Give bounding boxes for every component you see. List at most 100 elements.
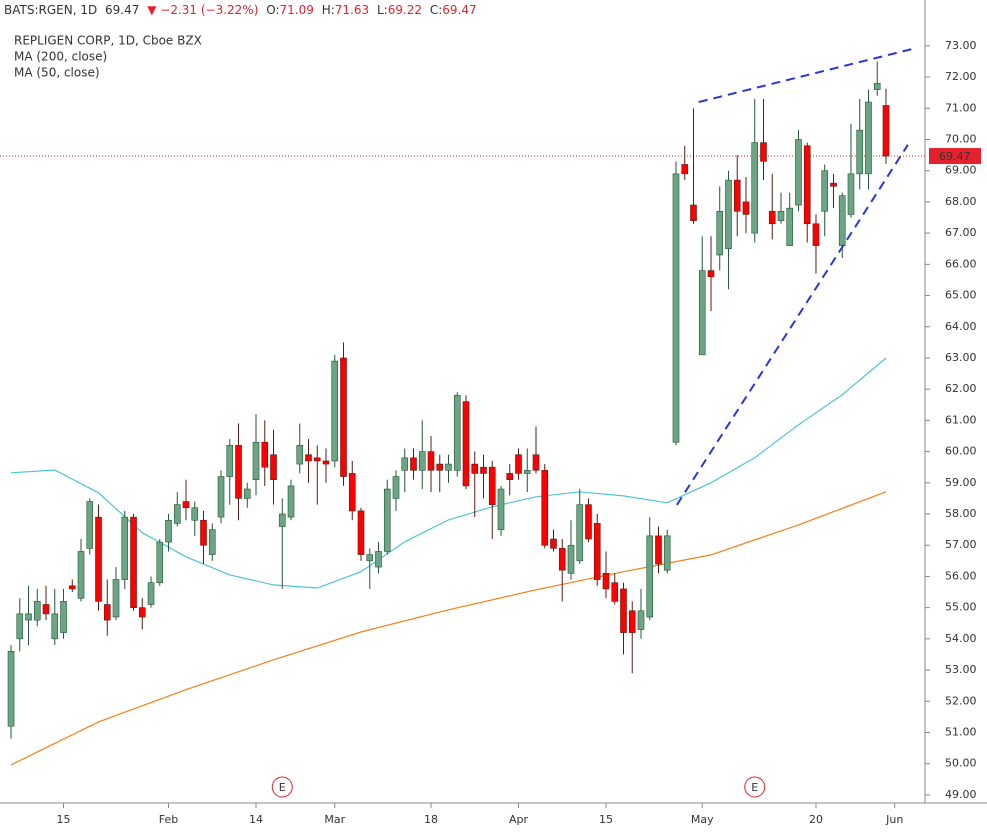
candle-body — [585, 504, 592, 540]
y-tick-label: 51.00 — [945, 725, 977, 738]
ohlc-value: 69.47 — [442, 3, 476, 17]
ohlc-label: L: — [377, 3, 388, 17]
candle-body — [882, 105, 890, 157]
y-tick-label: 66.00 — [945, 257, 977, 270]
candle-body — [646, 535, 654, 618]
candle-body — [497, 488, 505, 530]
candle-body — [348, 473, 356, 512]
x-tick-label: 18 — [424, 813, 438, 826]
y-tick-label: 70.00 — [945, 133, 977, 146]
last-price-box — [929, 148, 981, 165]
event-label: E — [279, 781, 286, 794]
candle-body — [716, 210, 724, 256]
last: 69.47 — [105, 3, 139, 17]
candle-body — [357, 510, 365, 555]
y-tick-label: 53.00 — [945, 663, 977, 676]
y-tick-label: 56.00 — [945, 569, 977, 582]
candle-body — [725, 179, 732, 250]
candle-body — [252, 441, 260, 480]
ohlc-label: H: — [322, 3, 335, 17]
candle-body — [86, 501, 94, 549]
candle-body — [401, 457, 409, 471]
candle-body — [16, 613, 24, 640]
candle-body — [243, 488, 251, 499]
ohlc-label: C: — [430, 3, 442, 17]
candle-body — [803, 145, 811, 225]
candle-body — [95, 516, 102, 602]
candle-body — [593, 523, 601, 580]
candle-body — [261, 441, 269, 468]
legend-entry: MA (50, close) — [14, 66, 100, 80]
candle-body — [305, 454, 312, 462]
candle-body — [7, 651, 15, 727]
candle-body — [506, 473, 514, 480]
candle-body — [655, 535, 662, 565]
y-tick-label: 57.00 — [945, 538, 977, 551]
x-tick-label: Mar — [324, 813, 345, 826]
event-marker — [744, 776, 766, 798]
candle-body — [165, 519, 172, 543]
y-tick-label: 72.00 — [945, 70, 977, 83]
candle-body — [812, 223, 820, 246]
candle-body — [410, 457, 417, 471]
symbol: BATS:RGEN, 1D — [4, 3, 97, 17]
candle-body — [208, 529, 216, 555]
x-tick-label: 15 — [599, 813, 613, 826]
candle-body — [436, 463, 444, 471]
ma-line — [10, 357, 887, 589]
candle-body — [226, 445, 234, 477]
candle-body — [865, 101, 872, 175]
candle-body — [471, 463, 479, 474]
candle-body — [322, 460, 330, 465]
event-marker — [271, 776, 293, 798]
candle-body — [480, 466, 487, 474]
x-tick-label: 20 — [809, 813, 823, 826]
candle-body — [576, 504, 584, 562]
candle-body — [147, 582, 155, 605]
candle-body — [742, 201, 750, 215]
candle-body — [418, 451, 426, 471]
candle-body — [138, 607, 146, 618]
ohlc-value: 69.22 — [388, 3, 422, 17]
x-tick-label: Apr — [509, 813, 529, 826]
candle-body — [200, 519, 207, 546]
candle-body — [681, 164, 689, 175]
candle-body — [550, 538, 557, 549]
candle-body — [515, 454, 522, 474]
candle-body — [523, 470, 531, 474]
candle-body — [532, 454, 540, 471]
x-tick-label: May — [691, 813, 714, 826]
candle-body — [392, 476, 400, 499]
candle-body — [331, 360, 339, 462]
candle-body — [838, 195, 846, 246]
candle-body — [795, 139, 802, 206]
candle-body — [830, 182, 837, 187]
candle-body — [278, 513, 286, 527]
candle-body — [121, 516, 129, 580]
x-tick-label: 14 — [249, 813, 263, 826]
candle-body — [462, 401, 470, 487]
candle-body — [340, 357, 347, 477]
candle-body — [60, 601, 67, 633]
candle-body — [690, 204, 697, 221]
candle-body — [130, 516, 137, 608]
event-label: E — [751, 781, 758, 794]
candle-body — [445, 463, 452, 471]
candle-body — [602, 573, 610, 590]
y-tick-label: 58.00 — [945, 507, 977, 520]
y-tick-label: 64.00 — [945, 320, 977, 333]
candle-body — [856, 129, 864, 175]
legend-entry: MA (200, close) — [14, 50, 107, 64]
candle-body — [51, 613, 59, 640]
candle-body — [628, 610, 636, 633]
candle-body — [620, 588, 627, 633]
candle-body — [235, 445, 242, 499]
y-tick-label: 62.00 — [945, 382, 977, 395]
candle-body — [672, 173, 680, 443]
y-tick-label: 63.00 — [945, 351, 977, 364]
candle-body — [698, 270, 706, 356]
y-tick-label: 52.00 — [945, 694, 977, 707]
x-tick-label: Jun — [885, 813, 903, 826]
